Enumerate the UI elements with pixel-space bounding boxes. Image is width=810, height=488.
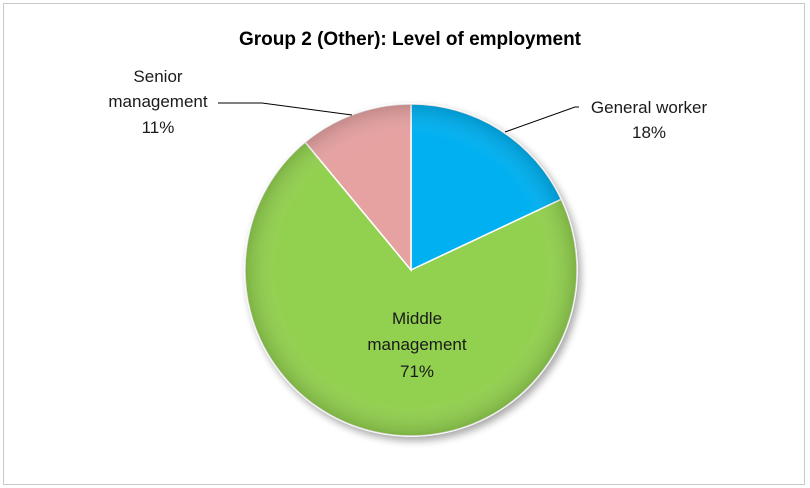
label-general-worker-name: General worker bbox=[591, 98, 708, 117]
label-general-worker-pct: 18% bbox=[632, 123, 666, 142]
leader-line-senior-management bbox=[218, 102, 353, 116]
label-middle-management-line2: management bbox=[367, 335, 467, 354]
label-middle-management-pct: 71% bbox=[400, 362, 434, 381]
label-middle-management: Middle management 71% bbox=[367, 309, 467, 381]
chart-title: Group 2 (Other): Level of employment bbox=[239, 29, 582, 50]
label-general-worker: General worker 18% bbox=[591, 98, 708, 142]
label-middle-management-line1: Middle bbox=[392, 309, 442, 328]
leader-line-general-worker bbox=[504, 106, 579, 133]
label-senior-management-line1: Senior bbox=[133, 67, 182, 86]
label-senior-management-pct: 11% bbox=[142, 118, 175, 137]
label-senior-management-line2: management bbox=[108, 92, 208, 111]
label-senior-management: Senior management 11% bbox=[108, 67, 208, 137]
